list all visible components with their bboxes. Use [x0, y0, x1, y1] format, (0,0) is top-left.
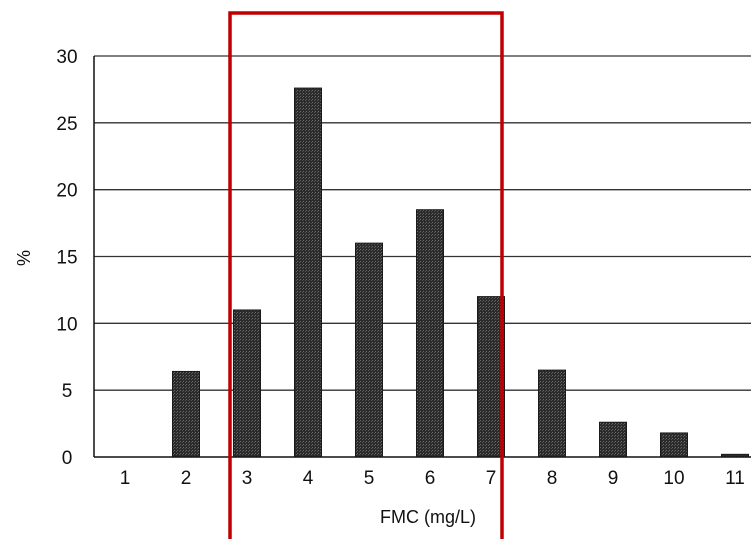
y-tick-label: 10: [56, 314, 77, 335]
x-tick-label: 3: [242, 468, 253, 489]
bar-4: [294, 87, 322, 458]
y-tick-label: 30: [56, 47, 77, 68]
y-axis-label: %: [14, 250, 34, 266]
y-tick-label: 20: [56, 181, 77, 202]
bar-5: [355, 242, 383, 458]
y-tick-label: 25: [56, 114, 77, 135]
bar-3: [233, 309, 261, 458]
x-tick-label: 4: [303, 468, 314, 489]
bar-9: [599, 421, 627, 458]
bar-6: [416, 209, 444, 458]
x-tick-label: 10: [663, 468, 684, 489]
y-tick-label: 15: [56, 248, 77, 269]
axes: [93, 56, 751, 458]
x-tick-label: 9: [608, 468, 619, 489]
bar-2: [172, 370, 200, 458]
y-tick-label: 5: [62, 381, 73, 402]
x-tick-label: 1: [120, 468, 131, 489]
x-tick-labels: 1 2 3 4 5 6 7 8 9 10 11: [120, 468, 745, 489]
x-tick-label: 8: [547, 468, 558, 489]
bar-10: [660, 432, 688, 458]
y-tick-labels: 0 5 10 15 20 25 30: [56, 47, 77, 469]
x-tick-label: 7: [486, 468, 497, 489]
x-tick-label: 6: [425, 468, 436, 489]
highlight-box: [228, 11, 504, 539]
bar-8: [538, 369, 566, 458]
x-tick-label: 11: [725, 468, 745, 489]
bars: [172, 87, 749, 458]
x-tick-label: 5: [364, 468, 375, 489]
x-tick-label: 2: [181, 468, 192, 489]
x-axis-label: FMC (mg/L): [380, 507, 476, 527]
y-tick-label: 0: [62, 448, 73, 469]
